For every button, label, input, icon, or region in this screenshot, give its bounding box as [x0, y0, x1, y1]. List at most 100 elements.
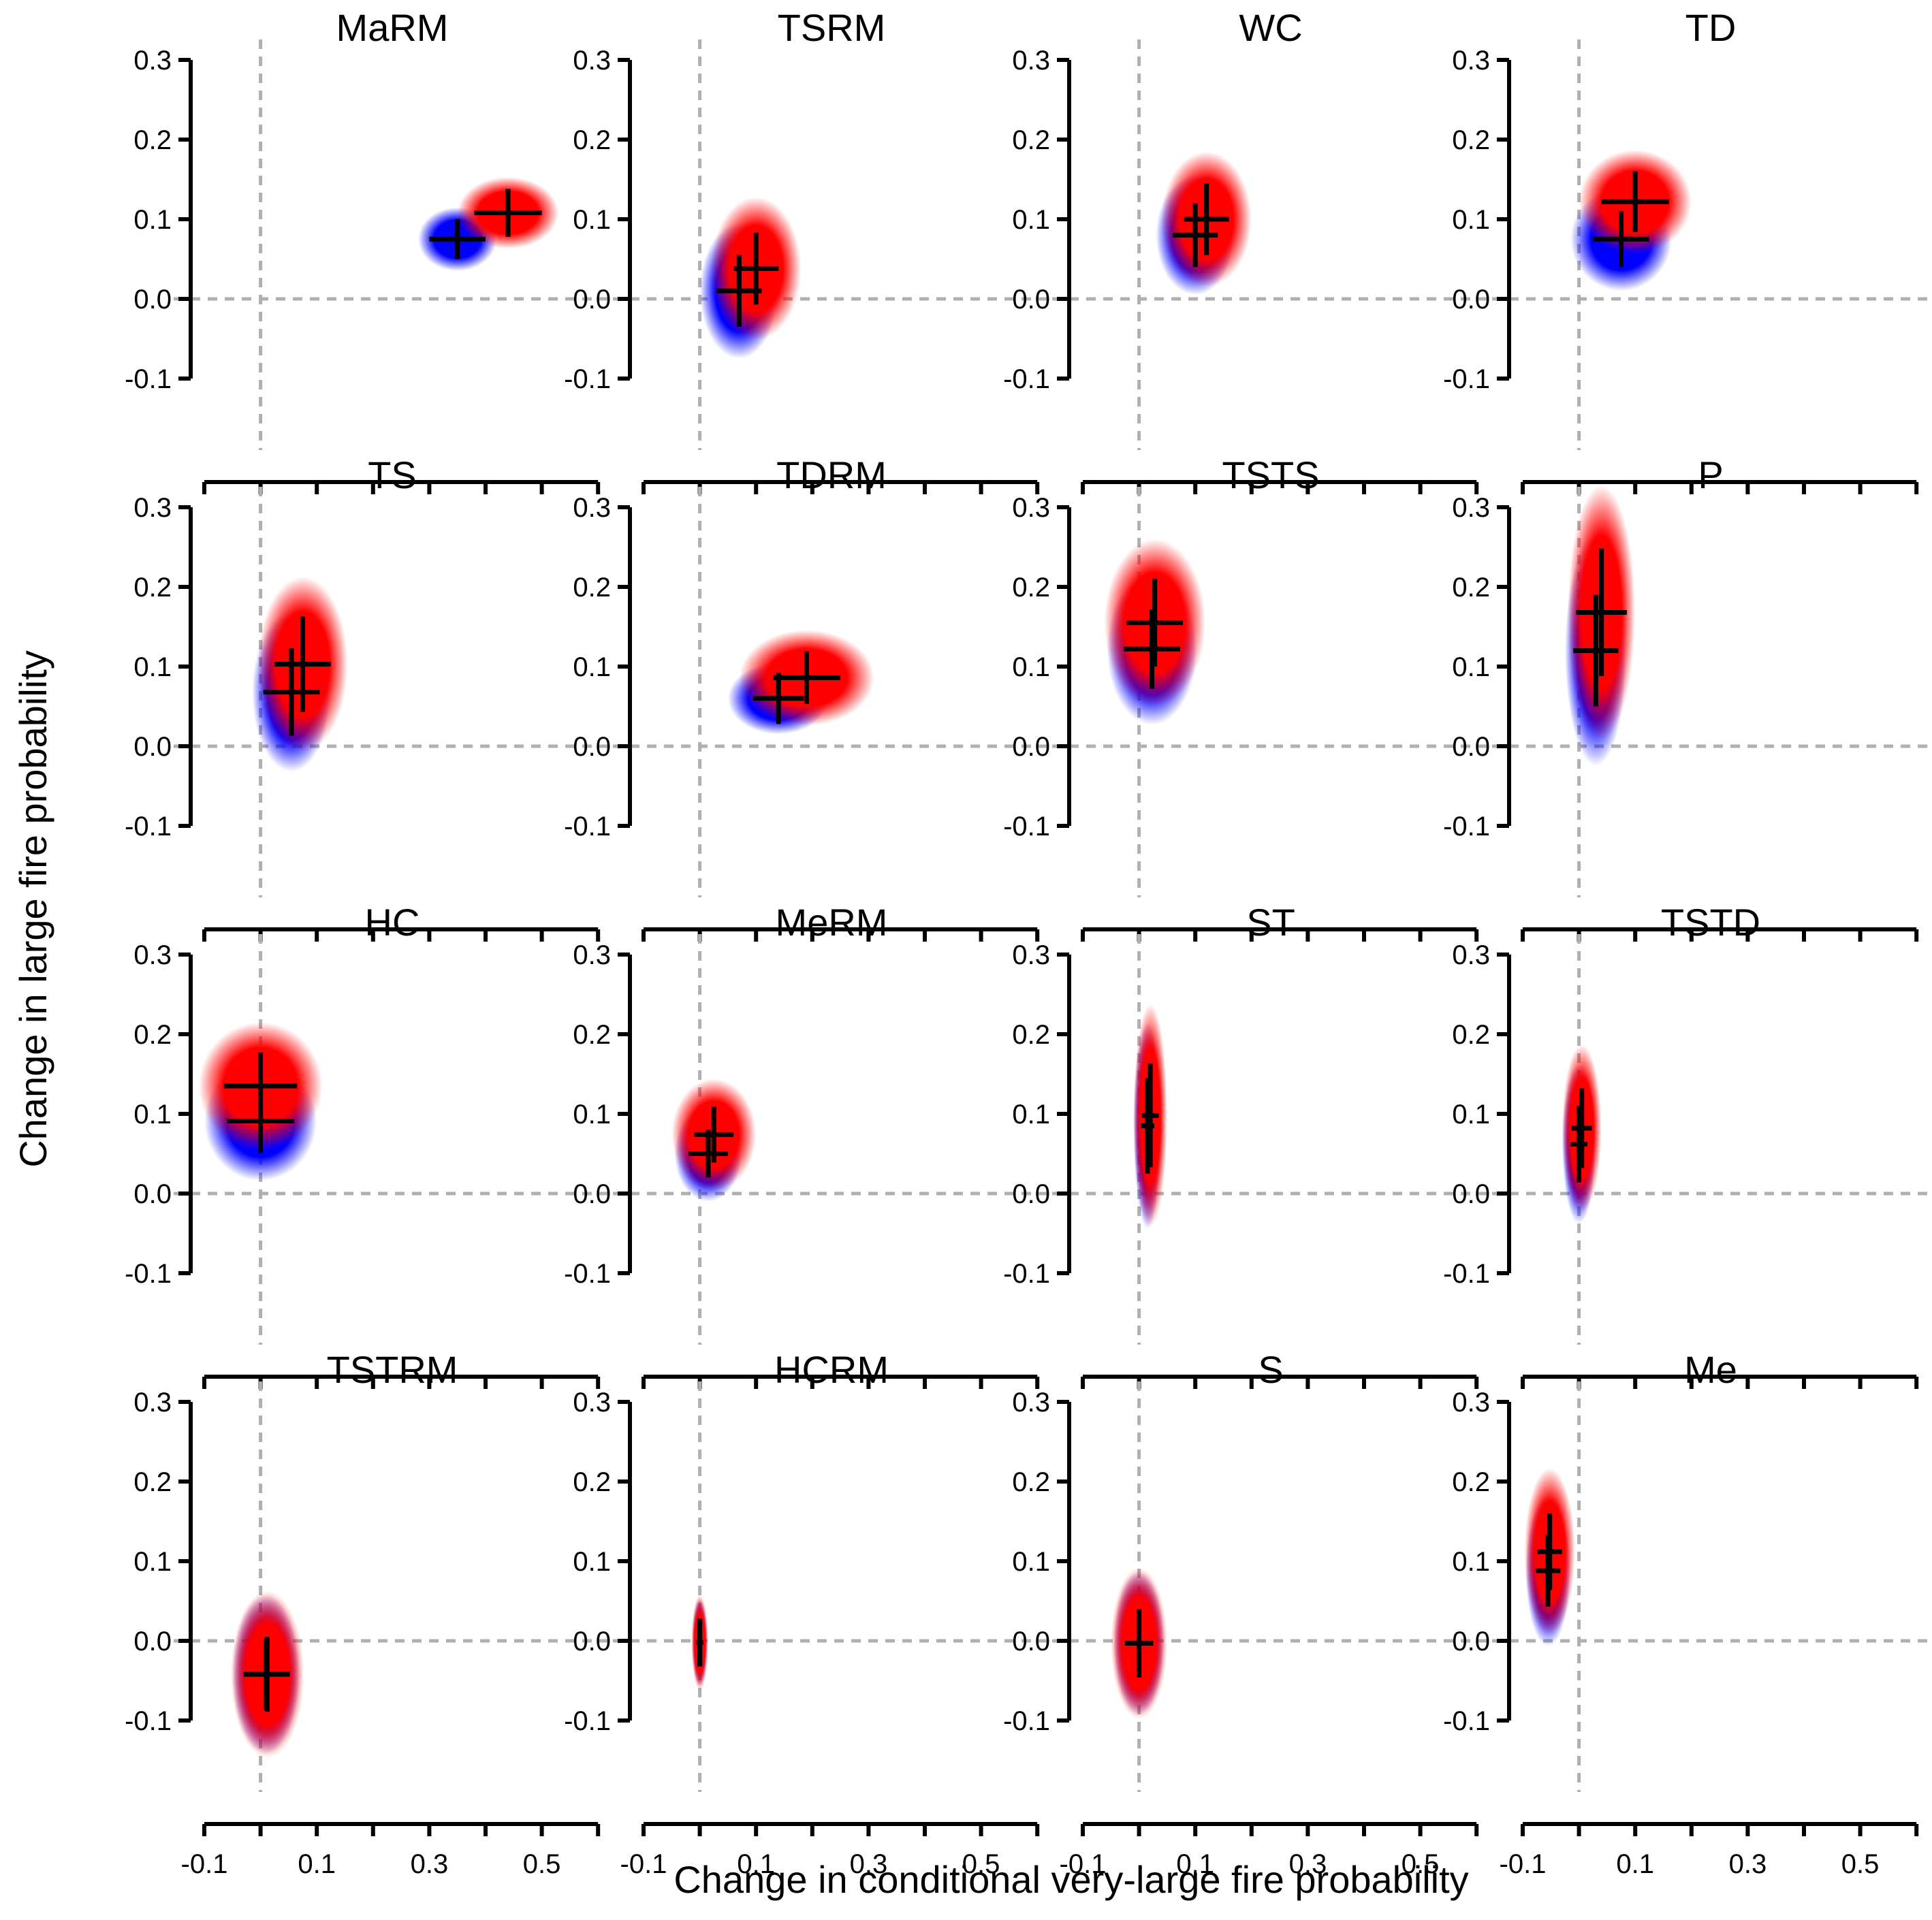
- x-tick-label: -0.1: [1060, 1849, 1107, 1879]
- panel-title: HC: [365, 901, 420, 944]
- y-tick-label: 0.2: [1452, 1467, 1490, 1497]
- y-tick-label: 0.1: [1452, 1547, 1490, 1577]
- y-tick-label: -0.1: [1443, 812, 1490, 842]
- y-tick-label: 0.1: [573, 652, 611, 682]
- y-tick-label: 0.0: [1012, 285, 1050, 315]
- y-tick-label: 0.0: [1452, 1179, 1490, 1209]
- y-tick-label: 0.0: [133, 1179, 172, 1209]
- x-tick-label: -0.1: [620, 1849, 667, 1879]
- y-tick-label: 0.0: [1012, 1627, 1050, 1657]
- y-tick-label: 0.2: [1012, 125, 1050, 155]
- panel-title: TSTD: [1661, 901, 1760, 944]
- y-tick-label: 0.1: [573, 1547, 611, 1577]
- y-tick-label: 0.0: [133, 285, 172, 315]
- y-tick-label: 0.3: [1452, 940, 1490, 970]
- panel-hc: -0.1 0.0 0.1 0.2 0.3 HC: [125, 901, 626, 1389]
- y-axis-title: Change in large fire probability: [12, 650, 54, 1168]
- x-tick-label: 0.5: [523, 1849, 561, 1879]
- panel-title: P: [1698, 453, 1723, 496]
- y-tick-label: 0.2: [133, 573, 172, 603]
- x-tick-label: 0.1: [298, 1849, 336, 1879]
- y-tick-label: 0.2: [1012, 1020, 1050, 1050]
- y-tick-label: -0.1: [1443, 364, 1490, 394]
- panel-hcrm: -0.1 0.0 0.1 0.2 0.3 -0.1 0.1 0.3 0.5 HCRM: [564, 1348, 1065, 1879]
- y-tick-label: -0.1: [564, 1259, 611, 1289]
- y-tick-label: 0.0: [1452, 1627, 1490, 1657]
- y-tick-label: 0.0: [133, 1627, 172, 1657]
- y-tick-label: 0.3: [1452, 493, 1490, 523]
- y-tick-label: 0.2: [1012, 573, 1050, 603]
- x-tick-label: 0.1: [1616, 1849, 1654, 1879]
- y-tick-label: 0.2: [1452, 573, 1490, 603]
- y-tick-label: -0.1: [125, 1706, 172, 1736]
- y-tick-label: 0.2: [1012, 1467, 1050, 1497]
- y-tick-label: 0.0: [573, 1179, 611, 1209]
- y-tick-label: -0.1: [125, 364, 172, 394]
- panel-ts: -0.1 0.0 0.1 0.2 0.3 TS: [125, 453, 626, 942]
- y-tick-label: 0.1: [1012, 652, 1050, 682]
- y-tick-label: 0.3: [573, 940, 611, 970]
- x-tick-label: 0.3: [411, 1849, 449, 1879]
- y-tick-label: 0.3: [133, 493, 172, 523]
- panel-title: TSTS: [1222, 453, 1319, 496]
- y-tick-label: 0.0: [1452, 285, 1490, 315]
- panel-marm: -0.1 0.0 0.1 0.2 0.3 MaRM: [125, 6, 626, 494]
- y-tick-label: 0.2: [573, 1467, 611, 1497]
- panel-title: TS: [368, 453, 417, 496]
- panel-title: WC: [1239, 6, 1302, 49]
- y-tick-label: 0.2: [573, 1020, 611, 1050]
- y-tick-label: -0.1: [125, 812, 172, 842]
- panel-title: MeRM: [776, 901, 888, 944]
- y-tick-label: -0.1: [125, 1259, 172, 1289]
- x-tick-label: 0.3: [850, 1849, 888, 1879]
- y-tick-label: 0.3: [573, 1388, 611, 1418]
- y-tick-label: 0.1: [1012, 1100, 1050, 1130]
- x-tick-label: 0.3: [1289, 1849, 1327, 1879]
- x-axis-title: Change in conditional very-large fire pr…: [674, 1858, 1468, 1901]
- y-tick-label: -0.1: [1443, 1259, 1490, 1289]
- y-tick-label: -0.1: [1003, 1259, 1050, 1289]
- y-tick-label: 0.0: [1012, 732, 1050, 762]
- panel-title: TD: [1685, 6, 1737, 49]
- y-tick-label: 0.3: [133, 940, 172, 970]
- y-tick-label: -0.1: [1443, 1706, 1490, 1736]
- panel-p: -0.1 0.0 0.1 0.2 0.3 P: [1443, 453, 1932, 942]
- x-tick-label: 0.5: [962, 1849, 1000, 1879]
- y-tick-label: 0.3: [1012, 940, 1050, 970]
- y-tick-label: 0.2: [1452, 125, 1490, 155]
- panel-tdrm: -0.1 0.0 0.1 0.2 0.3 TDRM: [564, 453, 1065, 942]
- y-tick-label: 0.3: [1452, 1388, 1490, 1418]
- y-tick-label: 0.1: [1452, 205, 1490, 235]
- y-tick-label: 0.1: [573, 205, 611, 235]
- y-tick-label: 0.0: [1452, 732, 1490, 762]
- y-tick-label: 0.3: [133, 1388, 172, 1418]
- y-tick-label: 0.1: [573, 1100, 611, 1130]
- y-tick-label: 0.2: [133, 125, 172, 155]
- y-tick-label: 0.2: [133, 1467, 172, 1497]
- y-tick-label: 0.3: [1012, 46, 1050, 76]
- y-tick-label: 0.3: [133, 46, 172, 76]
- panel-title: ST: [1246, 901, 1295, 944]
- panel-title: TDRM: [776, 453, 887, 496]
- panel-tsts: -0.1 0.0 0.1 0.2 0.3 TSTS: [1003, 453, 1504, 942]
- y-tick-label: 0.0: [573, 285, 611, 315]
- y-tick-label: 0.0: [573, 732, 611, 762]
- y-tick-label: -0.1: [564, 812, 611, 842]
- y-tick-label: 0.1: [133, 1100, 172, 1130]
- y-tick-label: 0.3: [573, 493, 611, 523]
- y-tick-label: 0.0: [133, 732, 172, 762]
- y-tick-label: 0.2: [133, 1020, 172, 1050]
- y-tick-label: 0.2: [1452, 1020, 1490, 1050]
- y-tick-label: 0.1: [1012, 205, 1050, 235]
- x-tick-label: 0.1: [1176, 1849, 1214, 1879]
- panel-title: S: [1258, 1348, 1283, 1391]
- y-tick-label: 0.1: [133, 1547, 172, 1577]
- panel-title: TSTRM: [327, 1348, 458, 1391]
- y-tick-label: -0.1: [1003, 812, 1050, 842]
- y-tick-label: -0.1: [564, 1706, 611, 1736]
- y-tick-label: 0.3: [1012, 1388, 1050, 1418]
- panel-tstd: -0.1 0.0 0.1 0.2 0.3 TSTD: [1443, 901, 1932, 1389]
- y-tick-label: 0.3: [1012, 493, 1050, 523]
- x-tick-label: 0.3: [1729, 1849, 1767, 1879]
